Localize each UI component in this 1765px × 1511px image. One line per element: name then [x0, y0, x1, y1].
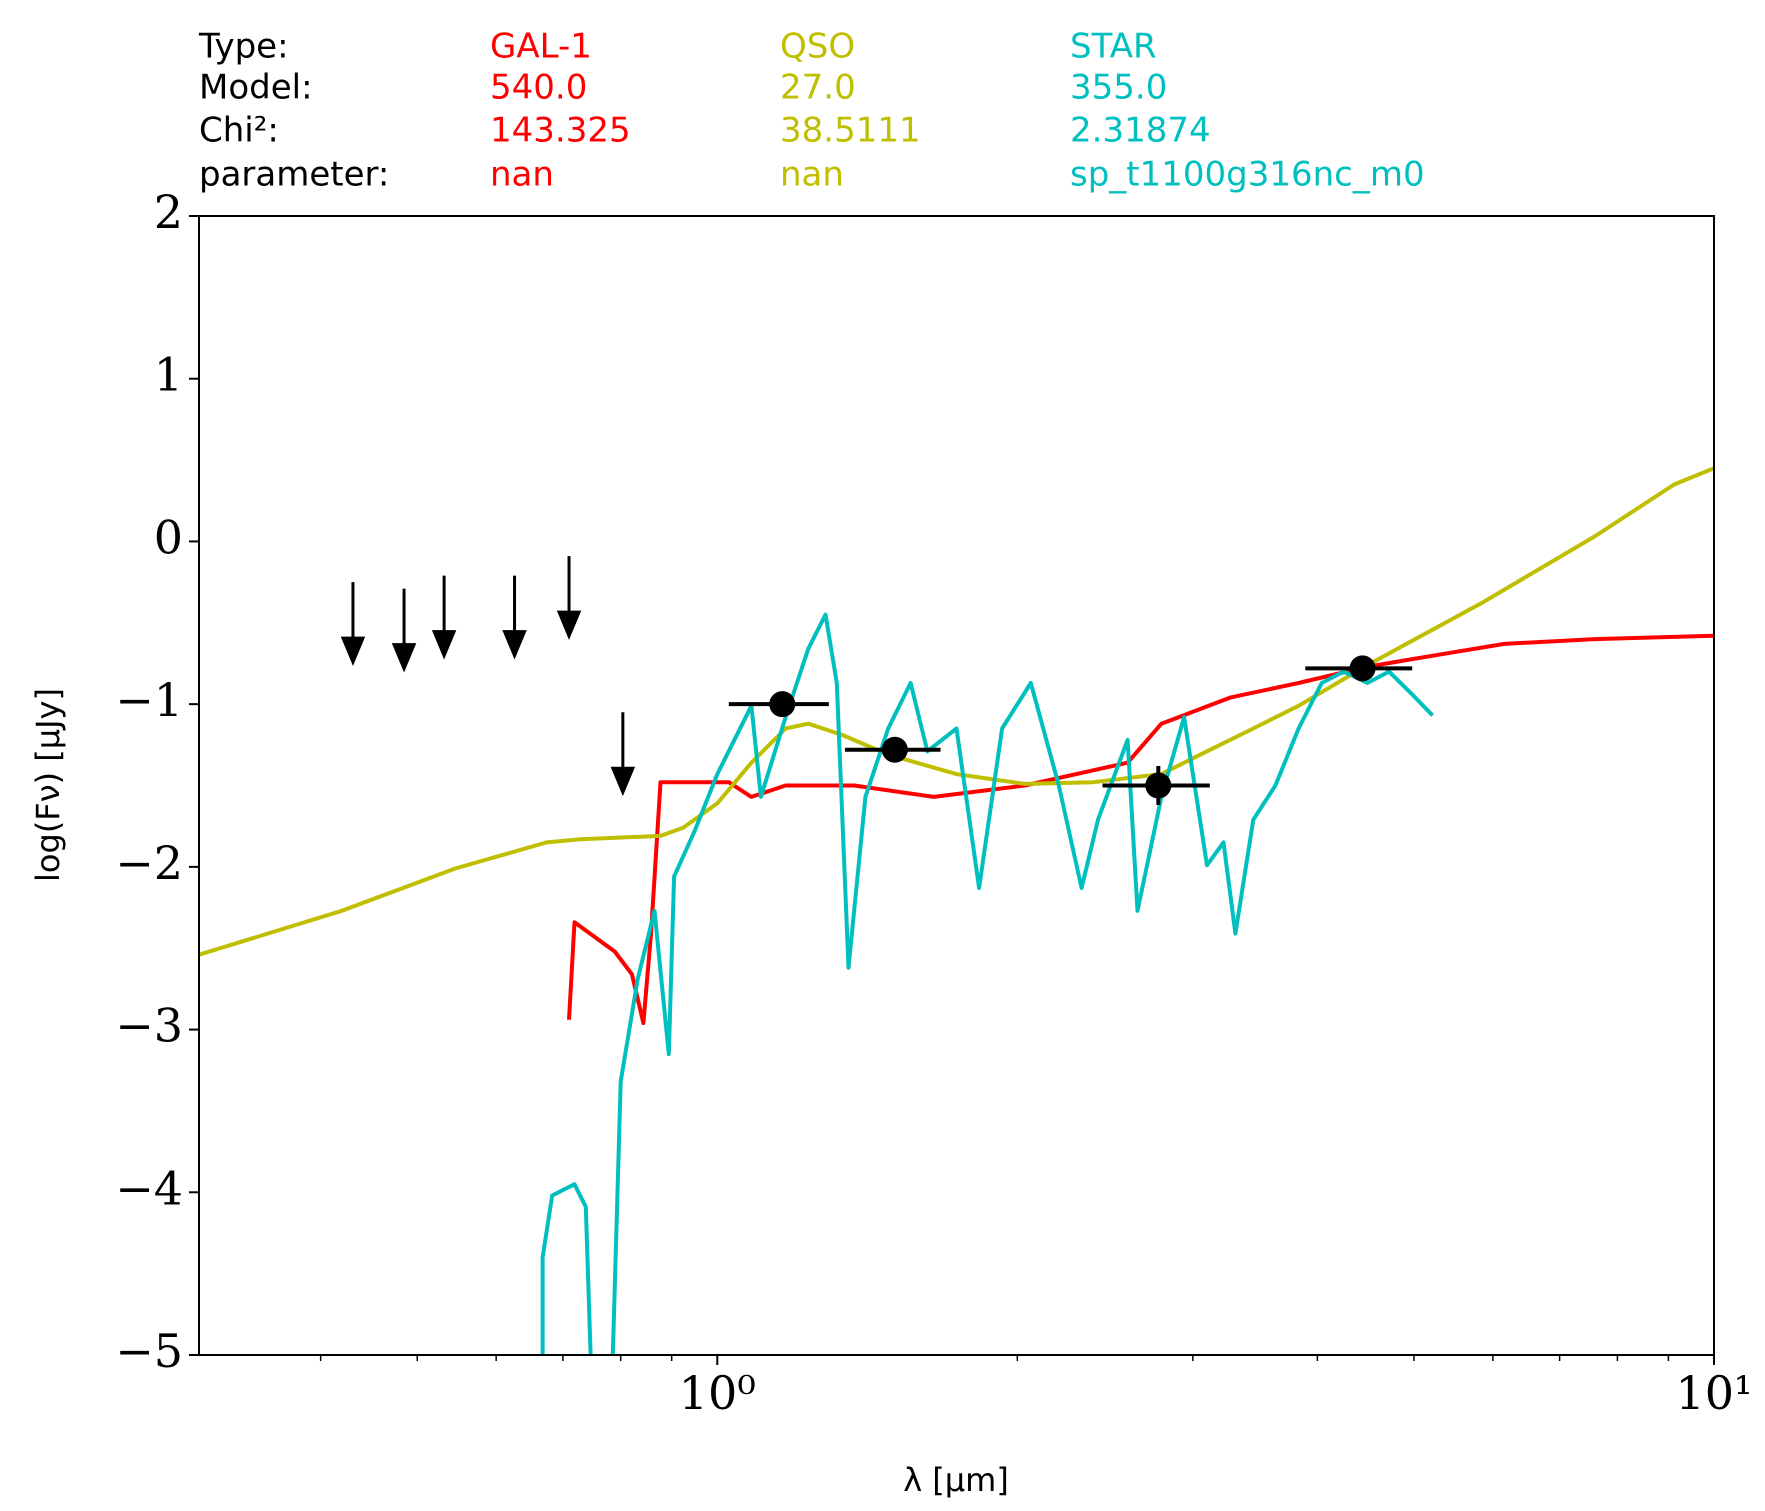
series-line	[540, 612, 1435, 1355]
info-value: 38.5111	[780, 111, 921, 151]
upper-limit-arrow	[391, 588, 417, 673]
data-point	[881, 736, 908, 763]
upper-limit-arrow	[502, 575, 527, 660]
upper-limit-arrow	[340, 582, 366, 667]
info-value: sp_t1100g316nc_m0	[1070, 155, 1425, 195]
series-line	[567, 633, 1714, 1026]
info-value: nan	[490, 155, 554, 195]
info-label: Model:	[199, 68, 313, 108]
legend-entry: GAL-1	[490, 27, 592, 67]
info-label: Type:	[198, 27, 289, 67]
info-value: 355.0	[1070, 68, 1167, 108]
upper-limit-arrow	[556, 556, 582, 640]
info-value: 143.325	[490, 111, 631, 151]
y-tick-label: −2	[115, 836, 183, 890]
data-point	[769, 691, 796, 718]
y-axis-label: log(Fν) [μJy]	[29, 688, 67, 882]
y-tick-label: 1	[154, 348, 183, 402]
x-axis-label: λ [μm]	[903, 1461, 1009, 1499]
data-point	[1349, 655, 1376, 682]
upper-limit-arrow	[610, 712, 636, 797]
info-value: 2.31874	[1070, 111, 1211, 151]
info-value: 540.0	[490, 68, 587, 108]
info-label: Chi²:	[199, 111, 279, 151]
y-tick-label: −5	[115, 1324, 183, 1378]
info-value: nan	[780, 155, 844, 195]
plot-frame	[198, 215, 1715, 1356]
upper-limit-arrow	[431, 575, 457, 660]
y-tick-label: −3	[115, 999, 183, 1053]
plot-area	[199, 466, 1714, 1355]
x-tick-label: 10¹	[1676, 1366, 1753, 1420]
y-tick-label: −4	[115, 1161, 183, 1215]
y-tick-label: 0	[154, 510, 183, 564]
legend-entry: STAR	[1070, 27, 1157, 67]
legend-entry: QSO	[780, 27, 855, 67]
info-value: 27.0	[780, 68, 856, 108]
data-point	[1145, 772, 1172, 799]
x-tick-label: 10⁰	[679, 1366, 756, 1420]
y-tick-label: −1	[115, 673, 183, 727]
series-line	[199, 466, 1714, 957]
info-label: parameter:	[199, 155, 389, 195]
y-tick-label: 2	[154, 185, 183, 239]
